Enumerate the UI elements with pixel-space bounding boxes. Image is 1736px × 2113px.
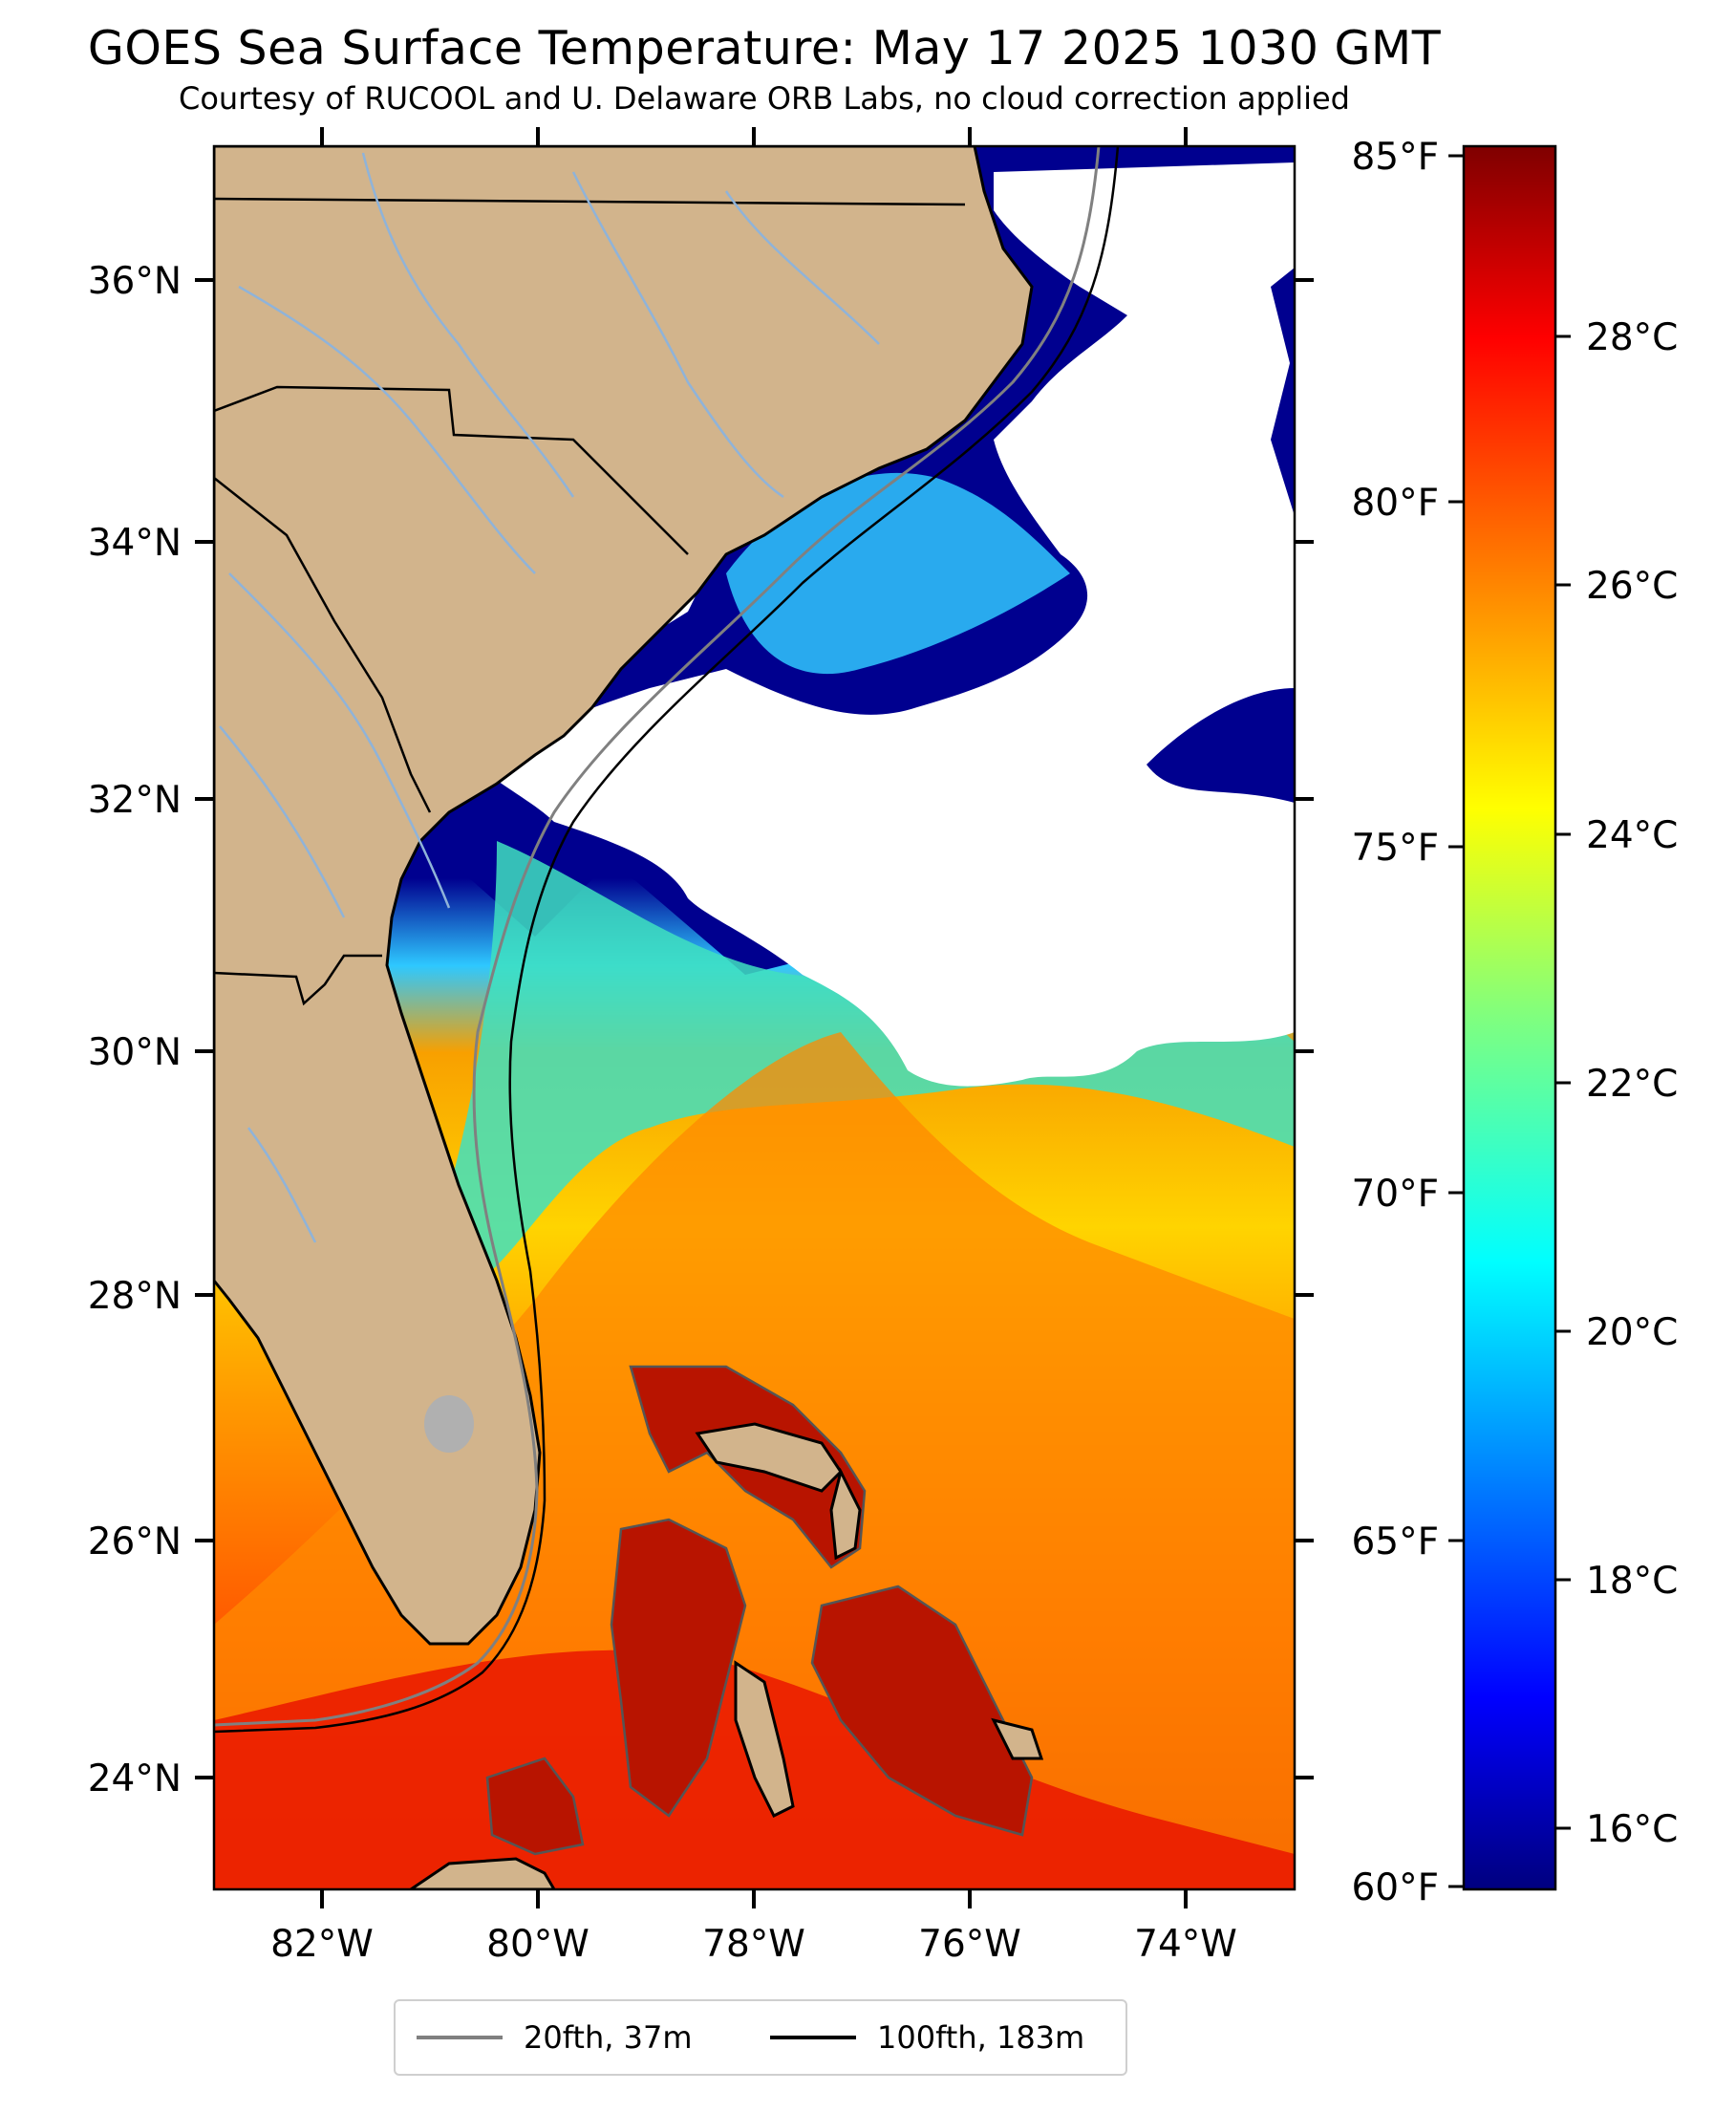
- lon-tick-label: 80°W: [486, 1923, 589, 1966]
- c-tick-label: 18°C: [1586, 1560, 1678, 1603]
- isobath-20fth: [214, 146, 1101, 1727]
- colorbar-gradient: [1462, 144, 1557, 1891]
- c-tick-label: 24°C: [1586, 814, 1678, 857]
- isobath-100fth: [214, 146, 1120, 1734]
- legend-label: 20fth, 37m: [524, 2019, 693, 2056]
- cloud-mask: [478, 162, 1295, 1087]
- lat-tick-label: 32°N: [88, 779, 182, 822]
- border-sc-ga: [214, 477, 432, 813]
- colorbar: 85°F 80°F 75°F 70°F 65°F 60°F 28°C 26°C …: [1351, 136, 1678, 1909]
- map-title: GOES Sea Surface Temperature: May 17 202…: [87, 21, 1442, 75]
- great-bahama-bank-east: [810, 1585, 1034, 1837]
- lat-tick-label: 34°N: [88, 522, 182, 565]
- cay-sal-bank: [485, 1757, 585, 1856]
- legend-label: 100fth, 183m: [877, 2019, 1085, 2056]
- cuba: [408, 1857, 556, 1889]
- f-tick-label: 65°F: [1351, 1520, 1439, 1563]
- f-tick-label: 85°F: [1351, 136, 1439, 179]
- lon-tick-label: 76°W: [918, 1923, 1021, 1966]
- border-nc-sc: [214, 385, 689, 555]
- cold-plume: [726, 472, 1070, 675]
- isobath-legend: 20fth, 37m 100fth, 183m: [394, 1999, 1127, 2076]
- lat-tick-label: 26°N: [88, 1520, 182, 1563]
- lat-tick-label: 36°N: [88, 260, 182, 303]
- legend-line-gray: [417, 2036, 503, 2039]
- legend-line-black: [770, 2036, 856, 2039]
- lon-tick-label: 74°W: [1134, 1923, 1237, 1966]
- legend-item-20fth: 20fth, 37m: [417, 2001, 692, 2074]
- map-area: [214, 146, 1295, 1889]
- border-ga-fl: [214, 954, 382, 1006]
- abaco: [829, 1467, 862, 1561]
- lat-tick-label: 28°N: [88, 1275, 182, 1318]
- f-tick-label: 75°F: [1351, 827, 1439, 870]
- lon-tick-label: 82°W: [270, 1923, 374, 1966]
- c-tick-label: 28°C: [1586, 316, 1678, 359]
- rivers: [219, 152, 880, 1243]
- f-tick-label: 60°F: [1351, 1866, 1439, 1909]
- lat-tick-label: 30°N: [88, 1031, 182, 1074]
- c-tick-label: 20°C: [1586, 1311, 1678, 1354]
- andros: [734, 1660, 795, 1819]
- lon-axis: 82°W 80°W 78°W 76°W 74°W: [270, 127, 1237, 1966]
- c-tick-label: 26°C: [1586, 565, 1678, 608]
- f-tick-label: 80°F: [1351, 482, 1439, 525]
- lake-okeechobee: [424, 1395, 474, 1453]
- long-island: [991, 1717, 1044, 1760]
- legend-item-100fth: 100fth, 183m: [770, 2001, 1084, 2074]
- lat-tick-label: 24°N: [88, 1757, 182, 1800]
- lat-axis: 36°N 34°N 32°N 30°N 28°N 26°N 24°N: [88, 260, 1314, 1800]
- great-bahama-bank-west: [610, 1518, 747, 1818]
- lon-tick-label: 78°W: [702, 1923, 805, 1966]
- c-tick-label: 16°C: [1586, 1808, 1678, 1851]
- f-tick-label: 70°F: [1351, 1173, 1439, 1216]
- grand-bahama: [695, 1422, 843, 1493]
- map-subtitle: Courtesy of RUCOOL and U. Delaware ORB L…: [179, 80, 1350, 117]
- c-tick-label: 22°C: [1586, 1063, 1678, 1106]
- land-us: [214, 146, 1034, 1646]
